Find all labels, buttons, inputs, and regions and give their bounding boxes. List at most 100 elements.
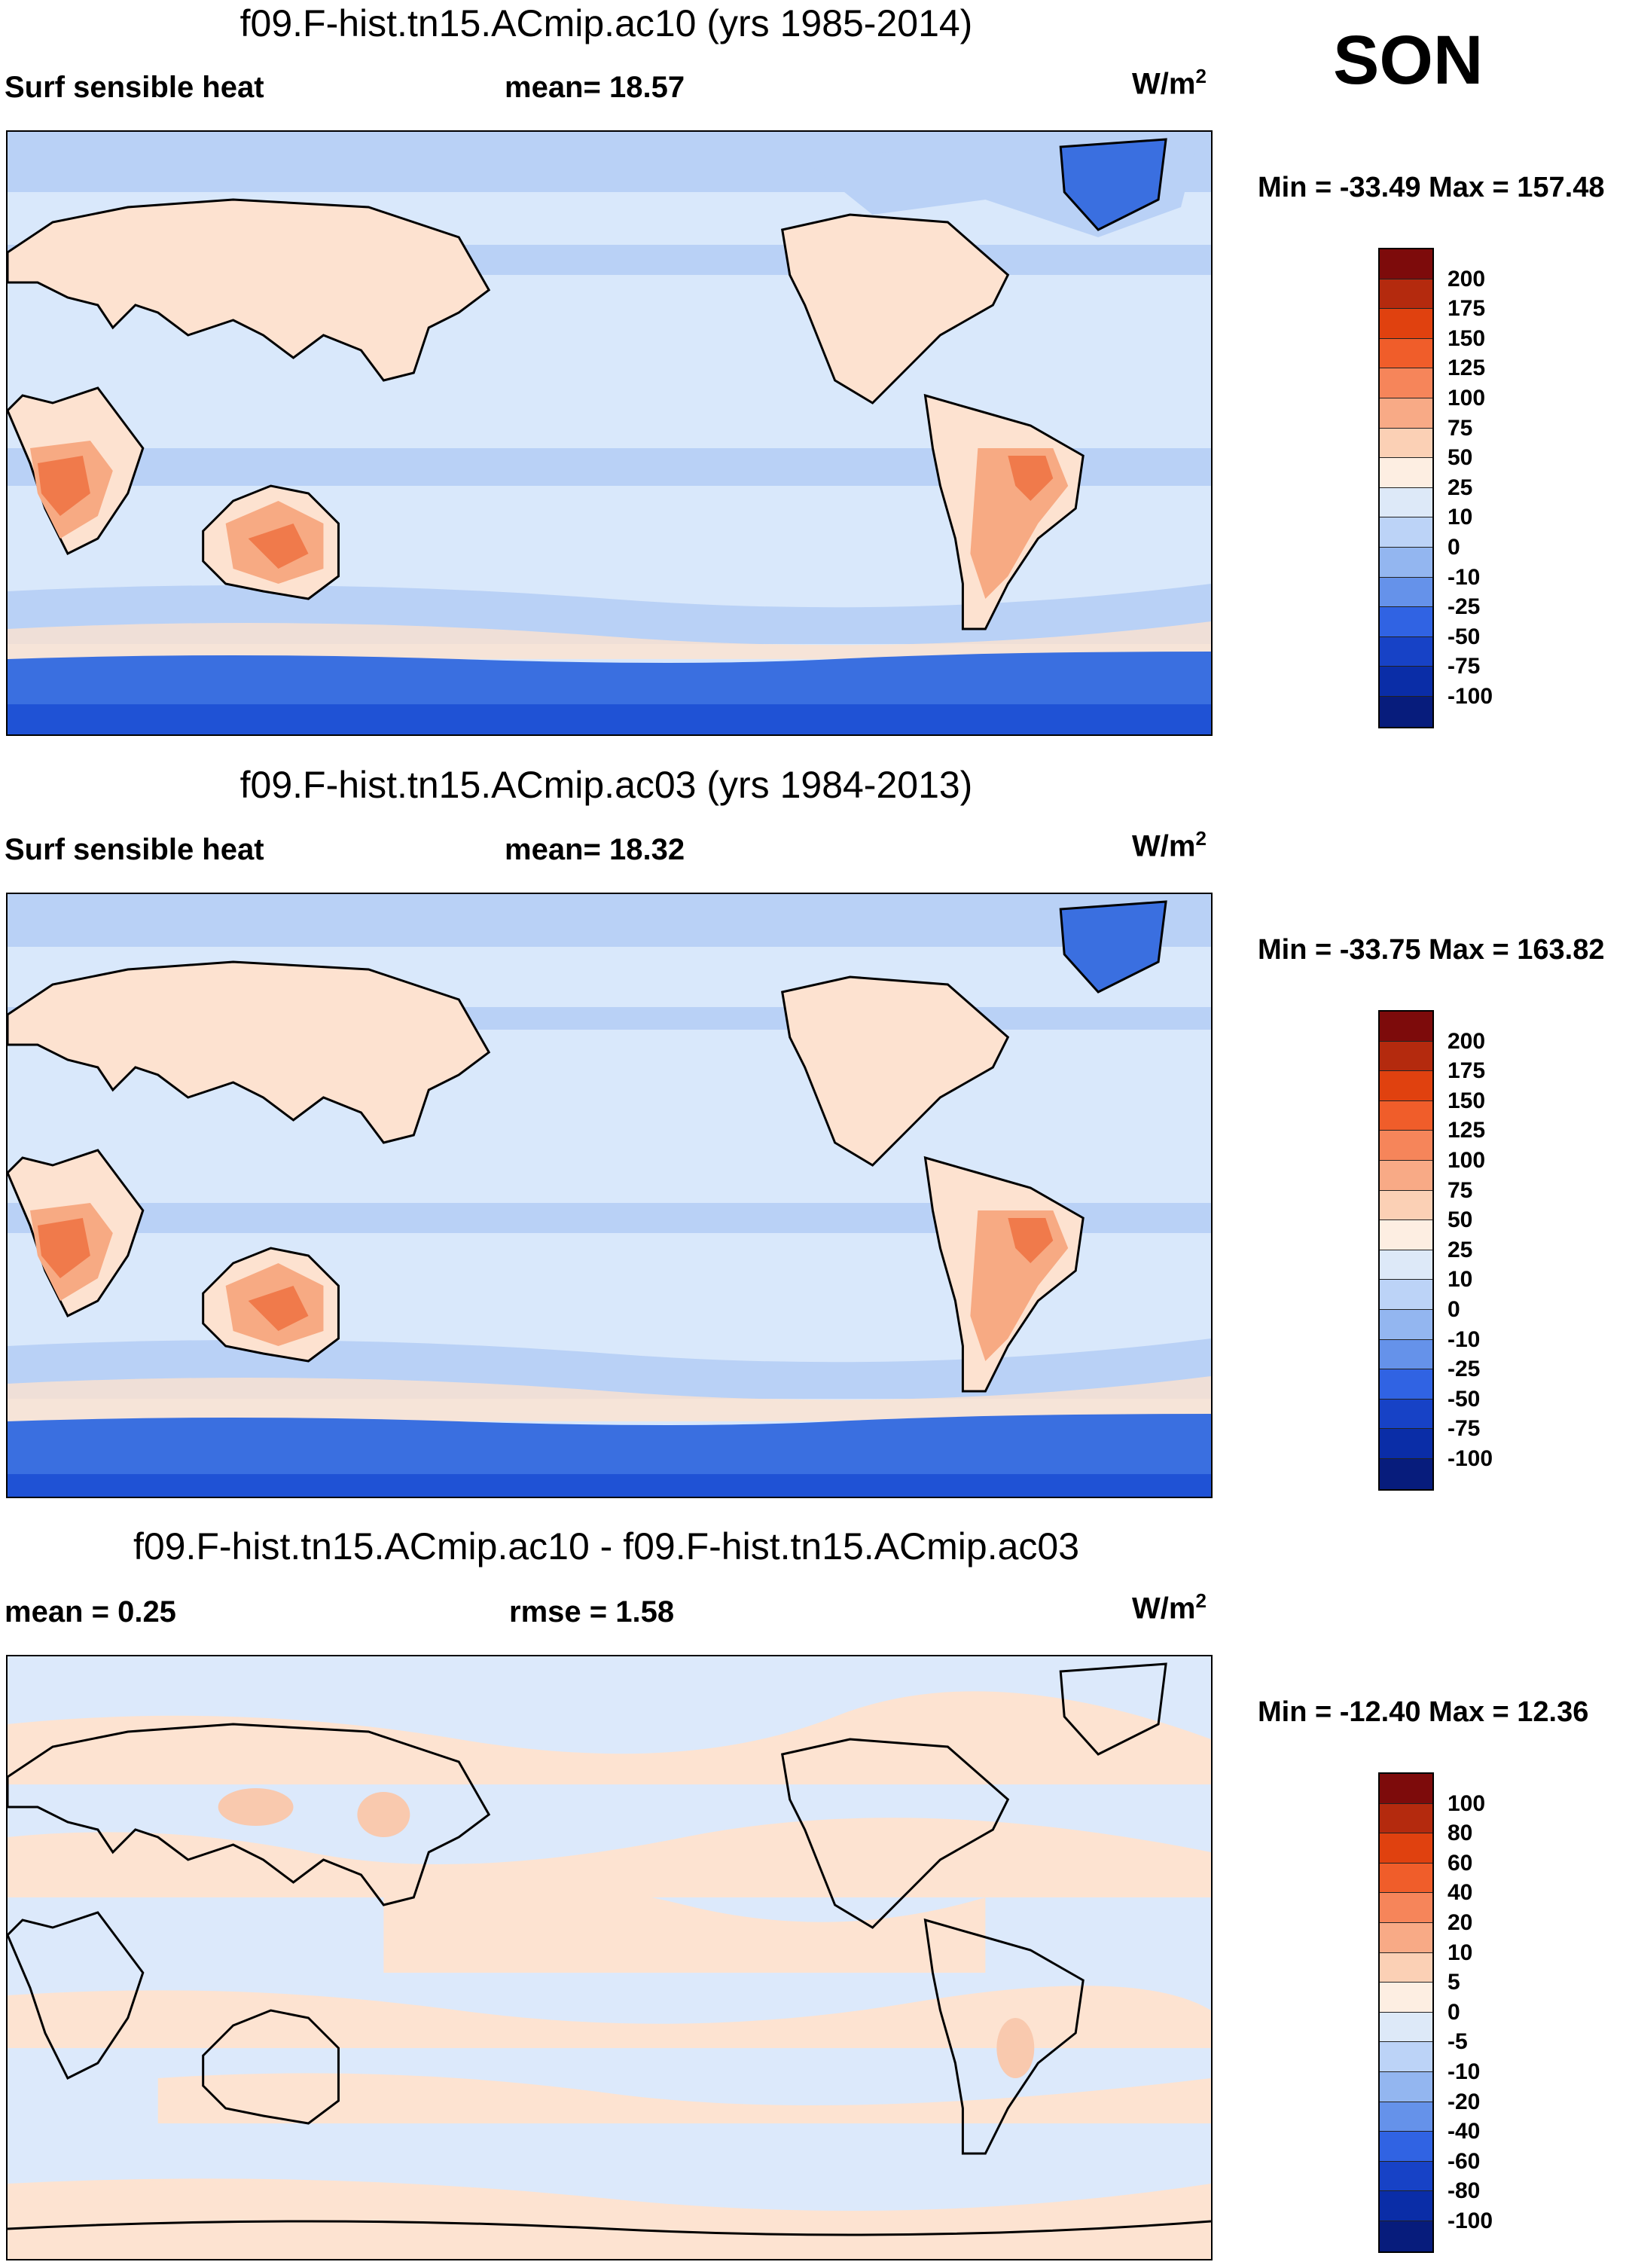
colorbar-swatch [1380,1071,1432,1101]
panel-1-minmax: Min = -33.49 Max = 157.48 [1258,172,1605,203]
panel-1-title: f09.F-hist.tn15.ACmip.ac10 (yrs 1985-201… [239,2,973,44]
panel-1-colorbar [1378,248,1434,728]
colorbar-swatch [1380,428,1432,459]
colorbar-swatch [1380,607,1432,637]
colorbar-swatch [1380,2221,1432,2251]
colorbar-swatch [1380,1190,1432,1221]
colorbar-swatch [1380,2012,1432,2043]
colorbar-swatch [1380,1369,1432,1400]
colorbar-label: -50 [1448,624,1481,649]
colorbar-label: -80 [1448,2178,1481,2204]
colorbar-label: 25 [1448,475,1473,500]
colorbar-swatch [1380,1429,1432,1459]
colorbar-swatch [1380,1339,1432,1370]
colorbar-swatch [1380,636,1432,667]
colorbar-swatch [1380,2191,1432,2221]
colorbar-label: 150 [1448,1088,1486,1113]
panel-2-units: W/m2 [1132,827,1207,863]
colorbar-label: -25 [1448,1357,1481,1382]
colorbar-swatch [1380,1220,1432,1250]
colorbar-swatch [1380,1041,1432,1072]
colorbar-label: -50 [1448,1386,1481,1412]
panel-2-title: f09.F-hist.tn15.ACmip.ac03 (yrs 1984-201… [239,764,973,806]
panel-1-mean: mean= 18.57 [505,71,685,104]
colorbar-label: 175 [1448,296,1486,322]
colorbar-label: 60 [1448,1850,1473,1876]
colorbar-swatch [1380,368,1432,398]
colorbar-label: 10 [1448,1267,1473,1293]
colorbar-label: -10 [1448,564,1481,590]
colorbar-label: -25 [1448,594,1481,620]
colorbar-label: -60 [1448,2148,1481,2174]
colorbar-label: 75 [1448,1177,1473,1203]
colorbar-label: 40 [1448,1880,1473,1906]
season-label: SON [1333,22,1484,99]
colorbar-swatch [1380,1952,1432,1983]
colorbar-swatch [1380,547,1432,578]
colorbar-label: -100 [1448,1446,1493,1471]
colorbar-label: 80 [1448,1821,1473,1846]
panel-2-minmax: Min = -33.75 Max = 163.82 [1258,934,1605,966]
panel-3-map-plot [8,1656,1211,2259]
panel-1-units: W/m2 [1132,65,1207,101]
colorbar-swatch [1380,1458,1432,1489]
colorbar-label: -100 [1448,2208,1493,2233]
colorbar-swatch [1380,338,1432,369]
colorbar-swatch [1380,458,1432,488]
colorbar-label: 10 [1448,505,1473,530]
colorbar-label: -40 [1448,2119,1481,2144]
colorbar-label: -75 [1448,1416,1481,1442]
colorbar-swatch [1380,667,1432,697]
colorbar-swatch [1380,1131,1432,1161]
colorbar-swatch [1380,2161,1432,2192]
colorbar-swatch [1380,279,1432,310]
colorbar-swatch [1380,398,1432,429]
panel-3-title: f09.F-hist.tn15.ACmip.ac10 - f09.F-hist.… [133,1525,1080,1567]
colorbar-label: 50 [1448,1207,1473,1233]
colorbar-label: -75 [1448,654,1481,679]
colorbar-label: -100 [1448,684,1493,709]
colorbar-label: 10 [1448,1940,1473,1965]
colorbar-swatch [1380,1833,1432,1864]
panel-3-mean: mean = 0.25 [5,1595,176,1629]
colorbar-label: 5 [1448,1970,1460,1995]
colorbar-label: 200 [1448,1028,1486,1054]
panel-2-map-plot [8,894,1211,1497]
colorbar-swatch [1380,487,1432,518]
colorbar-label: 125 [1448,356,1486,381]
colorbar-label: -10 [1448,2059,1481,2084]
colorbar-swatch [1380,1399,1432,1430]
colorbar-swatch [1380,1309,1432,1340]
colorbar-label: 150 [1448,325,1486,351]
panel-1-map [6,130,1213,736]
colorbar-swatch [1380,1803,1432,1834]
colorbar-label: 100 [1448,1148,1486,1173]
colorbar-swatch [1380,2071,1432,2102]
panel-2-colorbar [1378,1010,1434,1491]
panel-2-map [6,893,1213,1498]
colorbar-swatch [1380,1250,1432,1281]
colorbar-label: 25 [1448,1237,1473,1262]
panel-1-map-plot [8,132,1211,734]
colorbar-label: 200 [1448,266,1486,292]
colorbar-swatch [1380,577,1432,608]
colorbar-swatch [1380,1012,1432,1042]
colorbar-label: -10 [1448,1326,1481,1352]
colorbar-swatch [1380,2102,1432,2132]
colorbar-swatch [1380,2042,1432,2072]
colorbar-swatch [1380,1100,1432,1131]
colorbar-swatch [1380,517,1432,548]
colorbar-swatch [1380,309,1432,339]
colorbar-swatch [1380,249,1432,279]
colorbar-label: -5 [1448,2029,1468,2055]
colorbar-label: -20 [1448,2089,1481,2114]
panel-3-units: W/m2 [1132,1589,1207,1625]
colorbar-label: 20 [1448,1910,1473,1935]
colorbar-label: 100 [1448,1790,1486,1816]
colorbar-swatch [1380,1280,1432,1310]
panel-2-variable-label: Surf sensible heat [5,833,264,866]
colorbar-swatch [1380,696,1432,727]
panel-2-mean: mean= 18.32 [505,833,685,866]
panel-3-rmse: rmse = 1.58 [509,1595,675,1629]
colorbar-label: 75 [1448,415,1473,441]
